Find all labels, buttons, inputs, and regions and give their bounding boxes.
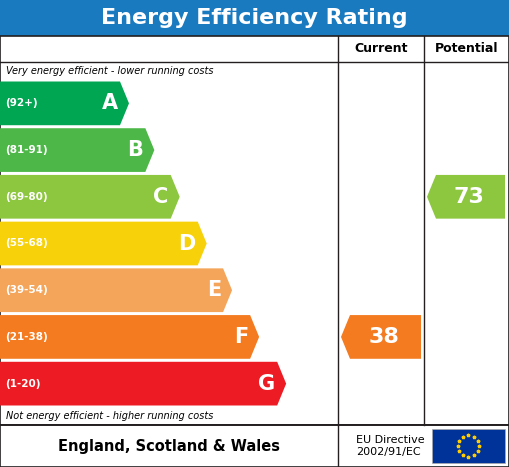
Text: E: E [207,280,221,300]
Bar [432,429,505,463]
Text: (39-54): (39-54) [5,285,48,295]
Text: (81-91): (81-91) [5,145,48,155]
Text: A: A [102,93,118,113]
Text: Very energy efficient - lower running costs: Very energy efficient - lower running co… [6,66,213,76]
Text: F: F [234,327,248,347]
Polygon shape [0,362,286,405]
Text: 38: 38 [369,327,400,347]
Polygon shape [0,222,207,265]
Text: 2002/91/EC: 2002/91/EC [356,447,420,457]
Bar [0,425,509,467]
Polygon shape [0,128,154,172]
Polygon shape [341,315,421,359]
Polygon shape [0,82,129,125]
Polygon shape [0,175,180,219]
Text: (55-68): (55-68) [5,239,48,248]
Text: C: C [153,187,168,207]
Text: 73: 73 [454,187,485,207]
Text: Current: Current [354,42,408,56]
Text: Not energy efficient - higher running costs: Not energy efficient - higher running co… [6,411,213,421]
Text: (1-20): (1-20) [5,379,41,389]
Text: B: B [127,140,144,160]
Text: (21-38): (21-38) [5,332,48,342]
Text: D: D [179,234,196,254]
Text: (69-80): (69-80) [5,192,48,202]
Bar [0,0,509,36]
Text: England, Scotland & Wales: England, Scotland & Wales [58,439,280,453]
Text: Potential: Potential [435,42,498,56]
Polygon shape [0,269,232,312]
Polygon shape [0,315,259,359]
Text: G: G [258,374,275,394]
Bar [0,36,509,425]
Polygon shape [427,175,505,219]
Text: Energy Efficiency Rating: Energy Efficiency Rating [101,8,408,28]
Text: EU Directive: EU Directive [356,435,425,445]
Text: (92+): (92+) [5,99,38,108]
